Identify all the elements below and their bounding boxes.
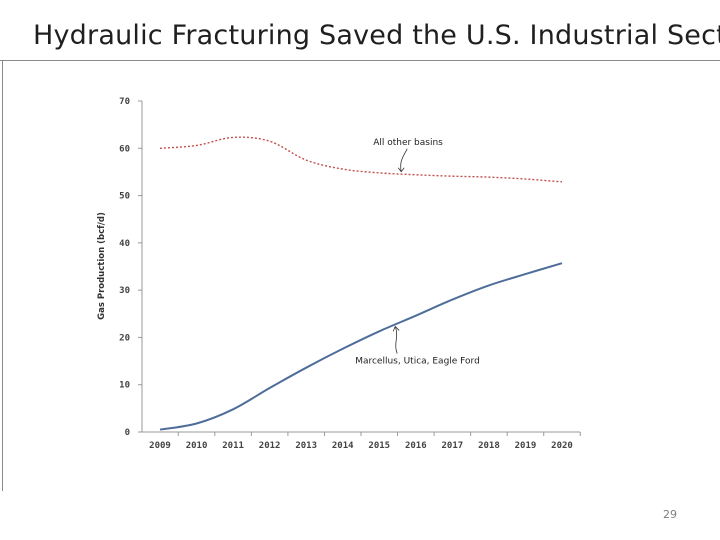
series-line-all-other-basins: [159, 136, 563, 183]
x-tick-label: 2009: [149, 441, 171, 451]
x-tick-label: 2015: [368, 441, 390, 451]
series-group: [159, 136, 563, 431]
x-tick-label: 2017: [442, 441, 464, 451]
x-tick-label: 2019: [515, 441, 537, 451]
slide-title: Hydraulic Fracturing Saved the U.S. Indu…: [33, 20, 720, 51]
x-tick-label: 2020: [551, 441, 573, 451]
y-tick-label: 30: [119, 286, 130, 296]
x-tick-label: 2018: [478, 441, 500, 451]
x-axis: 2009 2010 2011 2012 2013 2014 2015 2016 2017 2018…: [142, 431, 581, 451]
y-tick-label: 0: [125, 428, 130, 438]
y-tick-label: 10: [119, 381, 130, 391]
annotation-arrow-all-other-basins: [397, 148, 408, 173]
annotation-arrow-marcellus: [392, 325, 400, 354]
annotation-all-other-basins: All other basins: [373, 138, 443, 148]
x-tick-label: 2016: [405, 441, 427, 451]
x-tick-label: 2010: [186, 441, 208, 451]
y-tick-label: 20: [119, 333, 130, 343]
y-axis-title: Gas Production (bcf/d): [97, 212, 107, 320]
x-tick-label: 2012: [259, 441, 281, 451]
y-tick-label: 70: [119, 97, 130, 107]
y-axis: 0 10 20 30 40 50 60 70: [119, 97, 143, 438]
x-tick-label: 2011: [222, 441, 244, 451]
page-number: 29: [663, 508, 677, 521]
y-tick-label: 50: [119, 192, 130, 202]
y-tick-label: 40: [119, 239, 130, 249]
title-divider: [0, 60, 720, 61]
series-line-marcellus-utica-eagle-ford: [159, 262, 563, 431]
annotation-marcellus-utica-eagle-ford: Marcellus, Utica, Eagle Ford: [355, 356, 480, 366]
y-tick-label: 60: [119, 144, 130, 154]
x-tick-label: 2013: [295, 441, 317, 451]
annotations: All other basins Marcellus, Utica, Eagle…: [355, 138, 480, 367]
x-tick-label: 2014: [332, 441, 354, 451]
left-border-line: [2, 60, 3, 491]
